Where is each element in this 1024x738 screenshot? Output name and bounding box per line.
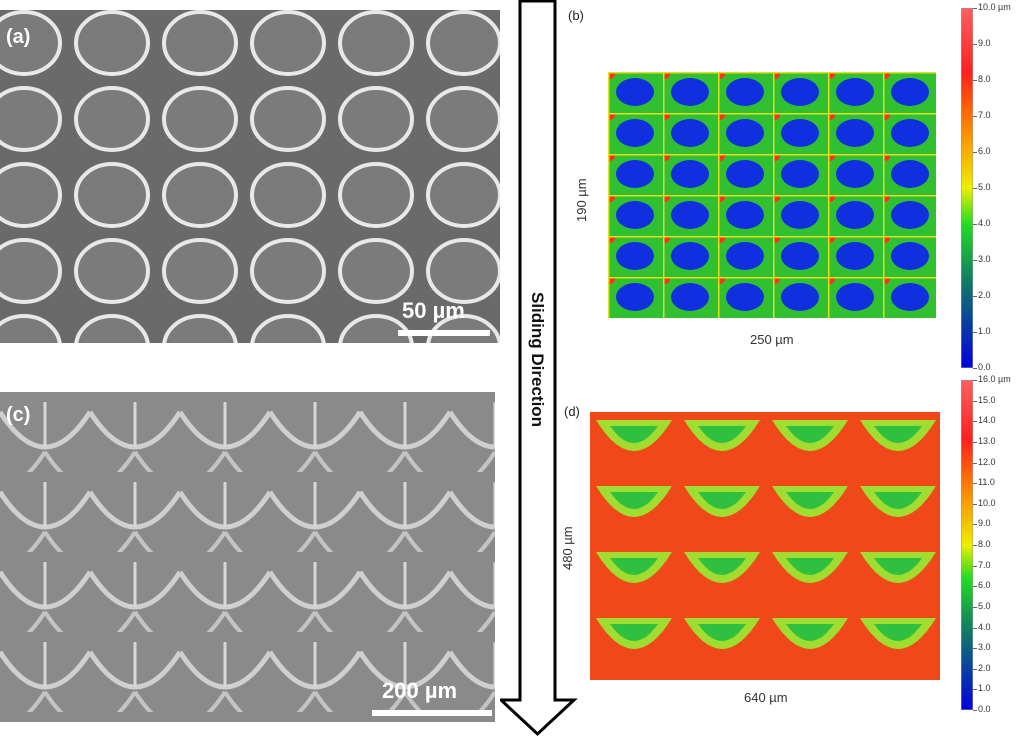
colorbar-tick: 8.0: [973, 539, 991, 549]
colorbar-tick: 11.0: [973, 477, 995, 488]
colorbar-tick: 15.0: [973, 394, 996, 405]
scale-bar-label: 50 µm: [402, 298, 465, 323]
colorbar-tick: 1.0: [973, 326, 991, 336]
height-map-b: [608, 72, 936, 318]
colorbar-tick: 9.0: [973, 518, 991, 529]
panel-a: (a) 50 µm: [0, 10, 500, 343]
colorbar-b: [961, 8, 973, 368]
colorbar-tick: 7.0: [973, 559, 991, 570]
colorbar-tick: 10.0 µm: [973, 2, 1011, 12]
colorbar-tick: 3.0: [973, 642, 991, 653]
scale-bar: [372, 710, 492, 716]
colorbar-tick: 9.0: [973, 38, 991, 48]
x-axis-label: 250 µm: [750, 332, 794, 347]
colorbar-tick: 8.0: [973, 74, 991, 84]
colorbar-tick: 0.0: [973, 704, 991, 714]
colorbar-tick: 4.0: [973, 621, 991, 632]
colorbar-tick: 7.0: [973, 110, 991, 120]
scale-bar-label: 200 µm: [382, 678, 458, 703]
colorbar-tick: 1.0: [973, 683, 991, 694]
colorbar-tick: 3.0: [973, 254, 991, 264]
colorbar-tick: 6.0: [973, 580, 991, 591]
colorbar-tick: 10.0: [973, 497, 996, 508]
colorbar-tick: 5.0: [973, 182, 991, 192]
colorbar-tick: 16.0 µm: [973, 374, 1011, 384]
y-axis-label: 190 µm: [574, 178, 589, 222]
panel-label: (c): [6, 404, 31, 426]
sem-image-hexagonal-cells: [0, 10, 500, 343]
colorbar-tick: 5.0: [973, 600, 991, 611]
panel-c: (c) 200 µm: [0, 392, 495, 722]
panel-label: (a): [6, 26, 31, 48]
arrow-down-icon: [500, 0, 578, 737]
colorbar-d: [961, 380, 973, 710]
scale-bar: [398, 330, 490, 336]
panel-label-b: (b): [568, 8, 584, 23]
colorbar-tick: 13.0: [973, 435, 996, 446]
colorbar-tick: 14.0: [973, 415, 996, 426]
colorbar-tick: 2.0: [973, 290, 991, 300]
sliding-direction-label: Sliding Direction: [528, 292, 547, 428]
x-axis-label: 640 µm: [744, 690, 788, 705]
sem-image-scale-pattern: [0, 392, 495, 722]
y-axis-label: 480 µm: [560, 526, 575, 570]
colorbar-tick: 0.0: [973, 362, 991, 372]
panel-label-d: (d): [564, 404, 580, 419]
colorbar-tick: 6.0: [973, 146, 991, 156]
colorbar-tick: 2.0: [973, 662, 991, 673]
colorbar-tick: 4.0: [973, 218, 991, 228]
height-map-d: [590, 412, 940, 680]
colorbar-tick: 12.0: [973, 456, 996, 467]
